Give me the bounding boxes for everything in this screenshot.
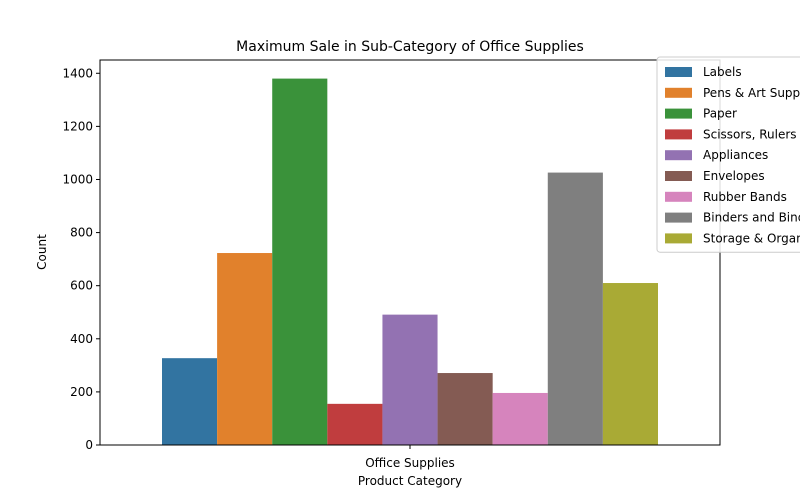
legend-swatch: [665, 150, 692, 161]
y-tick-label: 200: [70, 385, 93, 399]
y-tick-label: 0: [85, 438, 93, 452]
legend-swatch: [665, 87, 692, 98]
legend-swatch: [665, 212, 692, 223]
bar-4: [327, 403, 383, 445]
x-axis: Office Supplies: [365, 445, 455, 470]
legend-label: Scissors, Rulers and Trimmers: [703, 127, 800, 141]
legend-label: Binders and Binder Accessories: [703, 211, 800, 225]
legend-swatch: [665, 108, 692, 119]
bar-9: [602, 283, 658, 445]
legend: Labels Pens & Art Supplies Paper Scissors, …: [656, 56, 800, 253]
bar-6: [437, 373, 493, 445]
bar-8: [547, 172, 603, 445]
bar-2: [217, 253, 273, 445]
legend-swatch: [665, 191, 692, 202]
legend-label: Rubber Bands: [703, 190, 787, 204]
y-tick-label: 1000: [62, 172, 93, 186]
legend-frame: [656, 56, 800, 253]
chart-title: Maximum Sale in Sub-Category of Office S…: [236, 39, 584, 55]
y-axis-label: Count: [35, 234, 49, 270]
bar-5: [382, 314, 438, 445]
y-tick-label: 1200: [62, 119, 93, 133]
legend-label: Appliances: [703, 148, 768, 162]
legend-label: Envelopes: [703, 169, 765, 183]
bar-7: [492, 392, 548, 445]
y-tick-label: 1400: [62, 66, 93, 80]
legend-swatch: [665, 129, 692, 140]
legend-label: Labels: [703, 65, 742, 79]
legend-label: Pens & Art Supplies: [703, 86, 800, 100]
x-axis-label: Product Category: [358, 474, 462, 488]
x-tick-label: Office Supplies: [365, 456, 455, 470]
bar-1: [162, 358, 218, 445]
legend-swatch: [665, 233, 692, 244]
y-tick-label: 600: [70, 279, 93, 293]
bar-3: [272, 78, 328, 445]
y-tick-label: 400: [70, 332, 93, 346]
legend-swatch: [665, 67, 692, 77]
y-axis: 0 200 400 600 800 1000 1200 1400: [62, 66, 100, 452]
y-tick-label: 800: [70, 226, 93, 240]
legend-label: Storage & Organization: [703, 231, 800, 245]
legend-label: Paper: [703, 107, 737, 121]
bars-group: [162, 78, 658, 445]
legend-swatch: [665, 171, 692, 181]
